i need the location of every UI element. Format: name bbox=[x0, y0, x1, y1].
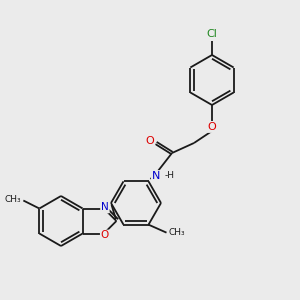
Text: N: N bbox=[101, 202, 109, 212]
Text: CH₃: CH₃ bbox=[5, 195, 21, 204]
Text: O: O bbox=[101, 230, 109, 241]
Text: N: N bbox=[152, 171, 160, 181]
Text: CH₃: CH₃ bbox=[169, 228, 185, 237]
Text: O: O bbox=[208, 122, 216, 132]
Text: Cl: Cl bbox=[207, 29, 218, 39]
Text: O: O bbox=[146, 136, 154, 146]
Text: -H: -H bbox=[165, 172, 175, 181]
